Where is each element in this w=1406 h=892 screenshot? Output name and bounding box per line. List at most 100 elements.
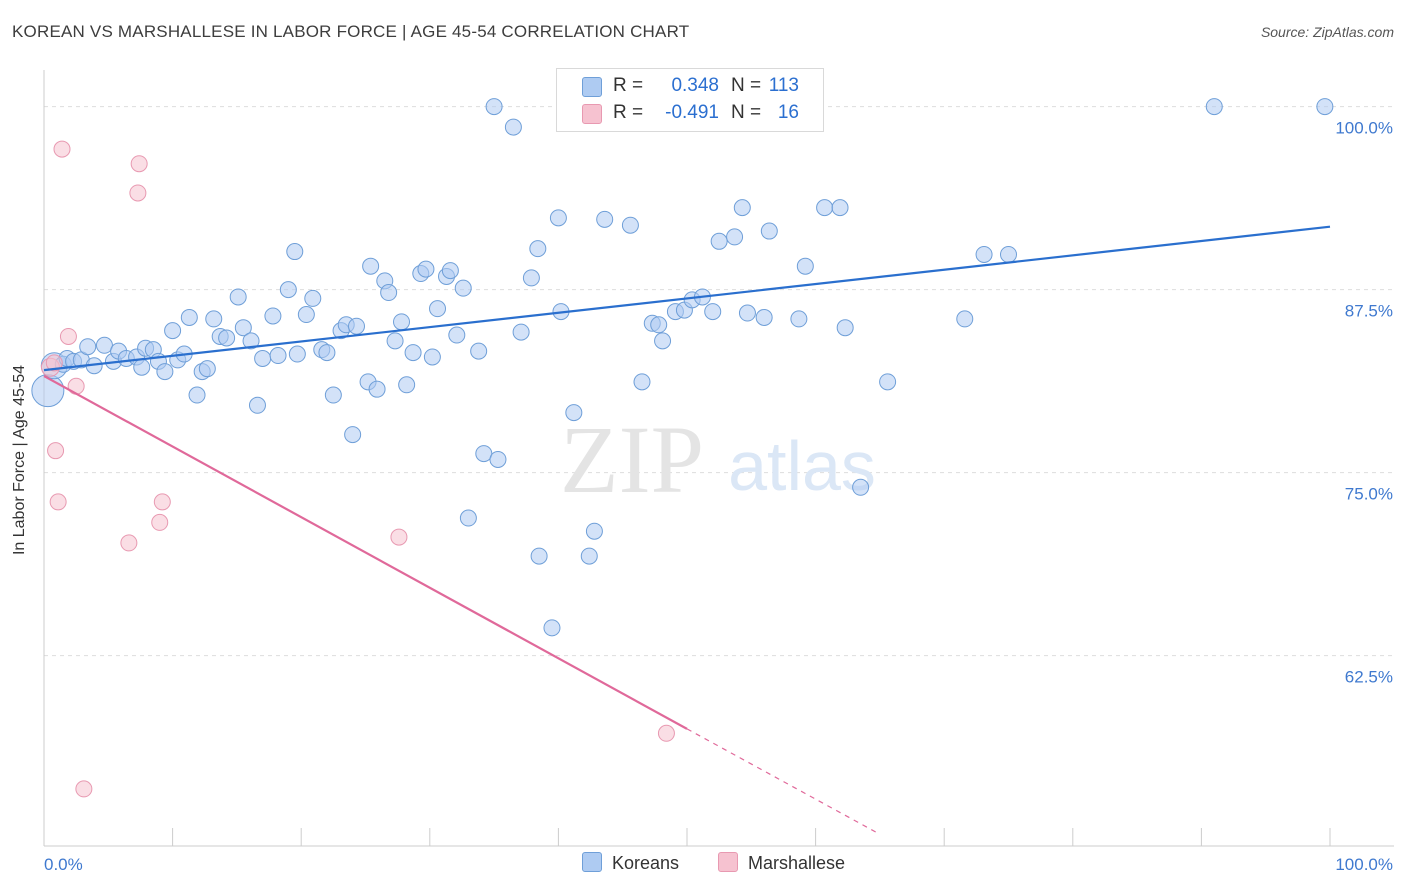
korean-point (529, 240, 547, 258)
marshallese-point (657, 724, 675, 742)
korean-point (836, 319, 854, 337)
y-tick-label: 87.5% (1345, 302, 1393, 321)
marshallese-point (45, 354, 63, 372)
korean-point (596, 210, 614, 228)
marshallese-trend-extension (686, 728, 881, 835)
korean-point (188, 386, 206, 404)
marshallese-point (390, 528, 408, 546)
korean-point (242, 332, 260, 350)
axis-layer (43, 70, 1394, 847)
korean-point (198, 360, 216, 378)
trend-layer (43, 225, 1331, 835)
korean-point (475, 445, 493, 463)
korean-point (565, 404, 583, 422)
x-tick-label-min: 0.0% (44, 855, 83, 874)
korean-point (755, 308, 773, 326)
korean-point (549, 209, 567, 227)
marshallese-n-label: N = (731, 102, 762, 123)
korean-point (975, 245, 993, 263)
korean-point (423, 348, 441, 366)
marshallese-point (49, 493, 67, 511)
korean-point (398, 376, 416, 394)
marshallese-point (59, 327, 77, 345)
bottom-marshallese-label: Marshallese (748, 853, 846, 873)
bottom-legend-koreans: Koreans (582, 852, 679, 874)
korean-point (286, 243, 304, 261)
korean-point (1205, 98, 1223, 116)
korean-point (318, 344, 336, 362)
marshallese-point (67, 377, 85, 395)
korean-point (454, 279, 472, 297)
korean-point (522, 269, 540, 287)
source-label: Source: ZipAtlas.com (1260, 24, 1394, 40)
korean-point (650, 316, 668, 334)
koreans-n-label: N = (731, 75, 762, 96)
korean-point (470, 342, 488, 360)
y-tick-label: 100.0% (1335, 119, 1393, 138)
korean-point (1000, 245, 1017, 263)
korean-point (417, 260, 435, 278)
koreans-r-value: 0.348 (671, 75, 719, 96)
korean-point (218, 329, 236, 347)
marshallese-r-value: -0.491 (665, 102, 719, 123)
marshallese-point (53, 140, 71, 158)
korean-point (279, 281, 297, 299)
korean-point (831, 199, 849, 217)
korean-point (95, 336, 113, 354)
korean-point (229, 288, 247, 306)
korean-point (704, 303, 722, 321)
korean-point (264, 307, 282, 325)
korean-point (156, 363, 174, 381)
legend-row-koreans: R = 0.348 N = 113 (557, 73, 823, 99)
korean-point (654, 332, 672, 350)
korean-point (485, 98, 503, 116)
korean-point (347, 317, 365, 335)
korean-point (254, 349, 272, 367)
marshallese-point (120, 534, 138, 552)
korean-point (1316, 98, 1334, 116)
korean-point (393, 313, 411, 331)
korean-point (459, 509, 477, 527)
korean-point (324, 386, 342, 404)
korean-point (530, 547, 548, 565)
korean-point (180, 308, 198, 326)
bottom-koreans-swatch (582, 852, 602, 872)
marshallese-point (130, 155, 148, 173)
korean-point (580, 547, 598, 565)
korean-point (733, 199, 751, 217)
watermark: ZIP atlas (560, 406, 876, 513)
korean-point (796, 257, 814, 275)
korean-point (852, 478, 870, 496)
marshallese-point (153, 493, 171, 511)
korean-point (288, 345, 306, 363)
korean-point (205, 310, 223, 328)
bottom-koreans-label: Koreans (612, 853, 680, 873)
korean-point (368, 380, 386, 398)
korean-point (362, 257, 380, 275)
korean-point (879, 373, 897, 391)
korean-point (760, 222, 778, 240)
marshallese-point (129, 184, 147, 202)
korean-point (738, 304, 756, 322)
korean-point (164, 322, 182, 340)
korean-point (633, 373, 651, 391)
korean-point (404, 344, 422, 362)
koreans-n-value: 113 (768, 75, 799, 96)
korean-point (31, 374, 65, 408)
korean-point (269, 347, 287, 365)
legend-row-marshallese: R = -0.491 N = 16 (557, 100, 823, 126)
koreans-swatch (582, 77, 602, 97)
korean-point (585, 522, 603, 540)
korean-point (429, 300, 447, 318)
korean-point (234, 319, 252, 337)
bottom-marshallese-swatch (718, 852, 738, 872)
marshallese-swatch (582, 104, 602, 124)
korean-point (297, 306, 315, 324)
korean-point (489, 450, 507, 468)
korean-point (543, 619, 561, 637)
korean-point (726, 228, 744, 246)
korean-point (248, 396, 266, 414)
correlation-legend: R = 0.348 N = 113 R = -0.491 N = 16 (556, 68, 824, 132)
watermark-zip: ZIP (560, 406, 704, 513)
bottom-legend-marshallese: Marshallese (718, 852, 845, 874)
